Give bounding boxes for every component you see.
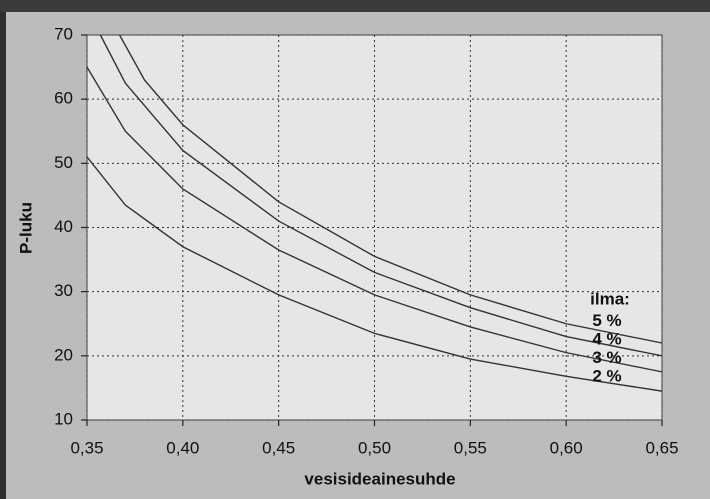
series-line [99,34,663,357]
series-line [118,34,663,344]
x-tick-label: 0,65 [645,438,678,457]
x-axis-title: vesisideainesuhde [304,469,455,488]
y-tick-label: 10 [54,409,73,428]
x-tick-label: 0,35 [70,438,103,457]
top-band [0,0,710,12]
legend-label: 2 % [592,366,621,385]
x-tick-label: 0,55 [454,438,487,457]
legend-label: 4 % [592,329,621,348]
legend-title: ilma: [590,289,630,308]
x-tick-label: 0,40 [166,438,199,457]
legend-label: 5 % [592,311,621,330]
series-line [86,66,663,373]
x-tick-label: 0,50 [358,438,391,457]
series-line [86,156,663,392]
y-tick-label: 50 [54,153,73,172]
x-tick-label: 0,60 [550,438,583,457]
legend-label: 3 % [592,348,621,367]
y-tick-label: 20 [54,345,73,364]
y-tick-label: 30 [54,281,73,300]
y-tick-label: 40 [54,217,73,236]
y-tick-label: 60 [54,89,73,108]
y-axis-title: P-luku [16,202,35,254]
x-tick-label: 0,45 [262,438,295,457]
y-tick-label: 70 [54,24,73,43]
